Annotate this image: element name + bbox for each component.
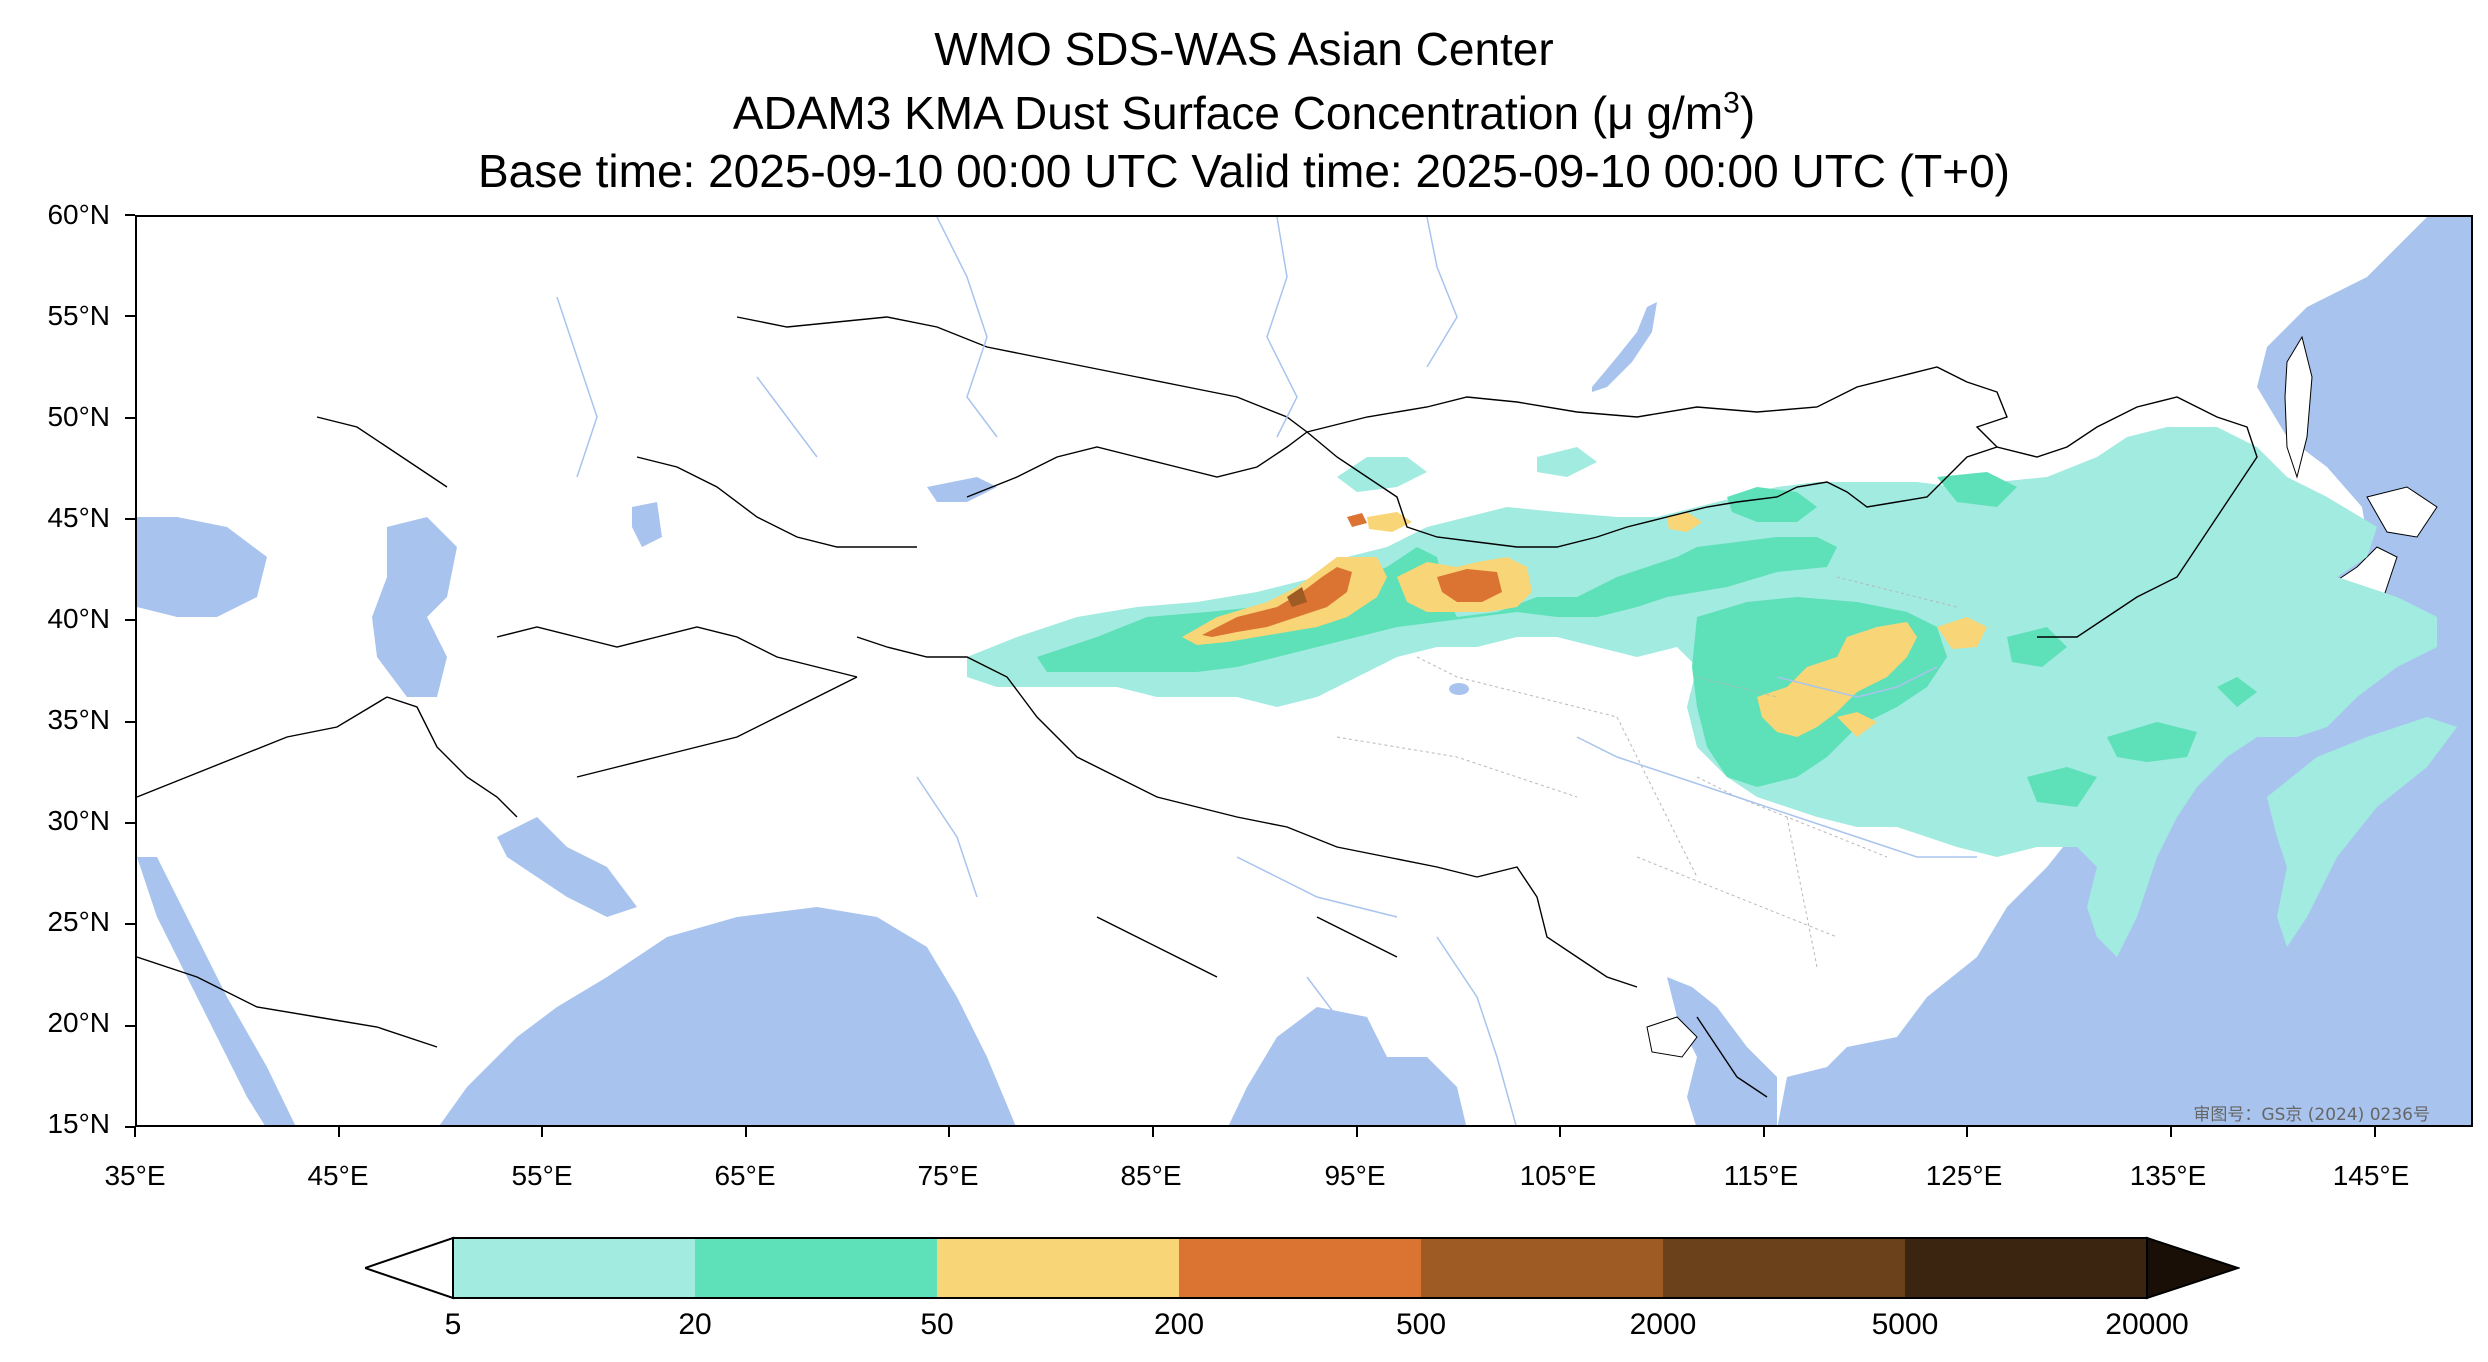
lon-tick [1152, 1127, 1154, 1137]
lon-tick [2373, 1127, 2376, 1137]
colorbar-bin [1663, 1238, 1905, 1298]
map-frame [135, 215, 2473, 1127]
lat-tick [125, 923, 135, 926]
lon-tick [744, 1127, 747, 1137]
lon-label: 105°E [1519, 1160, 1597, 1191]
dust-layer-500 [1287, 587, 1307, 607]
colorbar-label: 200 [1153, 1308, 1205, 1341]
lon-tick [948, 1127, 951, 1137]
lon-tick [134, 1127, 136, 1137]
lat-tick [125, 1126, 135, 1128]
title-line-2: ADAM3 KMA Dust Surface Concentration (μ … [0, 86, 2488, 140]
title-line-3: Base time: 2025-09-10 00:00 UTC Valid ti… [478, 145, 2010, 197]
rivers [556, 217, 1977, 1125]
lon-tick [1559, 1127, 1562, 1137]
lat-label: 15°N [47, 1108, 110, 1139]
lon-label: 45°E [307, 1160, 369, 1191]
lat-label: 40°N [47, 603, 110, 634]
lon-label: 55°E [511, 1160, 573, 1191]
colorbar-outline [452, 1237, 2148, 1299]
lat-tick [125, 214, 135, 216]
lat-tick [125, 619, 135, 622]
title-line-2-suffix: ) [1739, 87, 1756, 139]
lat-label: 35°N [47, 704, 110, 735]
title-line-2-sup: 3 [1723, 86, 1740, 120]
lat-tick [125, 822, 135, 824]
lon-label: 145°E [2332, 1160, 2410, 1191]
lat-tick [125, 315, 135, 318]
lon-tick [1355, 1127, 1358, 1137]
lat-label: 20°N [47, 1007, 110, 1038]
colorbar-under-arrow [365, 1236, 454, 1300]
colorbar-label: 500 [1395, 1308, 1447, 1341]
lat-label: 25°N [47, 906, 110, 937]
colorbar-bin [1421, 1238, 1663, 1298]
lat-label: 50°N [47, 401, 110, 432]
lon-tick [337, 1127, 340, 1137]
title-line-2-unit: μ g/m [1607, 87, 1724, 139]
colorbar-bin [695, 1238, 937, 1298]
title-line-1: WMO SDS-WAS Asian Center [934, 23, 1554, 75]
lat-tick [125, 416, 135, 419]
lon-label: 95°E [1324, 1160, 1386, 1191]
lat-tick [125, 1024, 135, 1027]
colorbar [365, 1236, 2240, 1300]
lat-label: 45°N [47, 502, 110, 533]
province-borders [1336, 576, 1958, 968]
lon-tick [541, 1127, 544, 1137]
colorbar-label: 2000 [1629, 1308, 1697, 1341]
lon-tick [1966, 1127, 1969, 1137]
lon-label: 125°E [1925, 1160, 2003, 1191]
approval-watermark: 审图号：GS京 (2024) 0236号 [2193, 1105, 2430, 1125]
title-line-2-prefix: ADAM3 KMA Dust Surface Concentration ( [732, 87, 1608, 139]
lon-label: 85°E [1120, 1160, 1182, 1191]
lat-tick [125, 518, 135, 520]
lon-tick [1762, 1127, 1765, 1137]
lon-label: 35°E [104, 1160, 166, 1191]
lat-label: 60°N [47, 199, 110, 230]
colorbar-over-arrow [2146, 1236, 2240, 1300]
dust-layer-200 [1202, 513, 1502, 637]
lon-label: 135°E [2129, 1160, 2207, 1191]
lon-tick [2170, 1127, 2172, 1137]
colorbar-label: 20000 [2105, 1308, 2189, 1341]
colorbar-bin [453, 1238, 695, 1298]
colorbar-bin [1179, 1238, 1421, 1298]
map-canvas [137, 217, 2471, 1125]
lat-tick [125, 720, 135, 723]
colorbar-label: 20 [678, 1308, 712, 1341]
colorbar-bin [1905, 1238, 2147, 1298]
colorbar-bin [937, 1238, 1179, 1298]
lon-label: 65°E [714, 1160, 776, 1191]
colorbar-label: 5000 [1871, 1308, 1939, 1341]
lon-label: 75°E [917, 1160, 979, 1191]
country-borders [137, 316, 2258, 1098]
lat-label: 30°N [47, 805, 110, 836]
lat-label: 55°N [47, 300, 110, 331]
colorbar-label: 5 [444, 1308, 462, 1341]
colorbar-label: 50 [920, 1308, 954, 1341]
lon-label: 115°E [1723, 1160, 1799, 1191]
